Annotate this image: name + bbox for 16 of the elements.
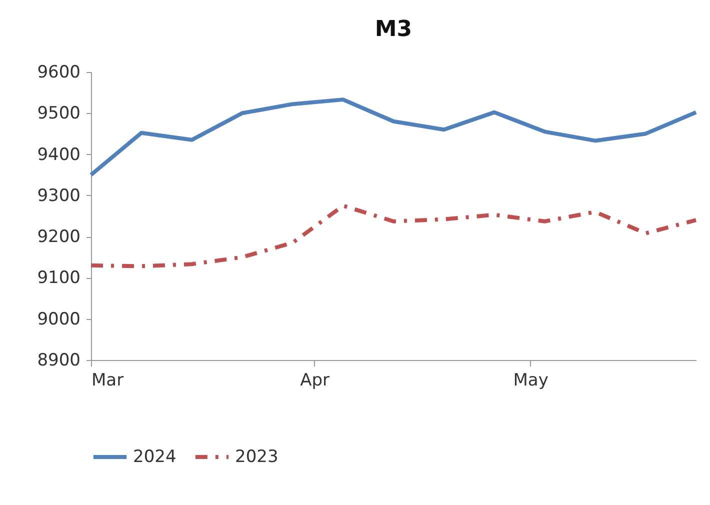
y-tick-label: 9000 xyxy=(37,309,80,330)
y-tick-label: 9100 xyxy=(37,268,80,288)
y-tick-label: 9500 xyxy=(37,104,80,124)
chart-title: M3 xyxy=(374,17,412,42)
line-series xyxy=(89,204,698,268)
y-tick-label: 9300 xyxy=(37,186,80,206)
y-tick-label: 8900 xyxy=(37,350,80,370)
line-series xyxy=(89,98,698,177)
legend-label: 2023 xyxy=(235,447,278,467)
y-tick-label: 9600 xyxy=(37,62,80,82)
legend-label: 2024 xyxy=(133,447,176,467)
x-tick-label: Apr xyxy=(300,370,330,390)
x-tick-label: Mar xyxy=(92,370,124,390)
y-tick-label: 9200 xyxy=(37,227,80,248)
x-tick-label: May xyxy=(513,370,548,390)
y-tick-label: 9400 xyxy=(37,144,80,165)
